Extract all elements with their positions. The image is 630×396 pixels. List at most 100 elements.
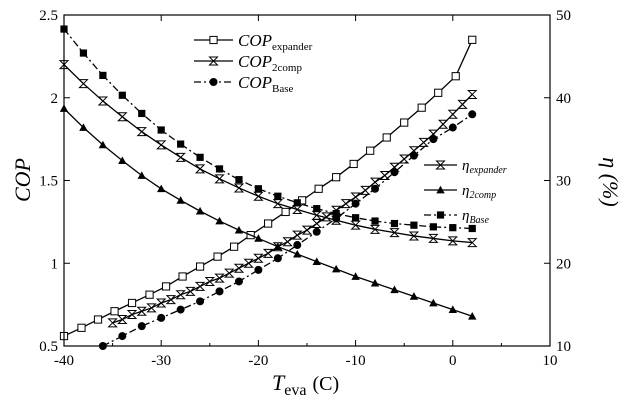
data-point [214,174,225,184]
data-point [410,221,418,229]
data-point [254,265,263,274]
legend-label-cop_base: COPBase [238,73,294,95]
data-point [448,305,457,313]
y-left-tick-label: 1 [51,256,59,272]
data-point [351,272,360,280]
data-point [389,228,400,238]
series-eta_base [60,25,476,233]
legend-right: ηexpander η2comp ηBase [424,158,507,226]
data-point [314,184,323,193]
series-cop_expander [59,35,477,341]
data-point [351,199,360,208]
series-line-eta_base [63,28,473,230]
data-point [408,231,420,241]
data-point [447,109,459,119]
data-point [273,254,282,263]
data-point [468,312,477,320]
data-point [161,282,171,291]
data-point [418,137,429,147]
data-point [254,234,263,242]
x-tick-label: 10 [543,353,558,369]
y-axis-right-title: η (%) [598,157,623,206]
data-point [369,224,381,234]
data-point [360,185,371,195]
data-point [136,306,147,316]
data-point [390,168,399,177]
data-point [215,287,224,296]
data-point [195,262,205,271]
data-point [157,313,166,322]
data-point [292,230,303,240]
data-point [332,210,340,218]
data-point [118,156,127,164]
data-point [235,176,243,184]
data-point [312,257,321,265]
data-point [429,298,438,307]
data-point [58,60,70,70]
series-layer [58,25,478,350]
series-line-eta_expander [63,64,473,244]
data-point [215,165,224,173]
data-point [118,91,126,99]
data-point [157,126,165,134]
data-point [254,185,262,193]
data-point [293,241,302,250]
data-point [137,171,146,179]
data-point [264,219,273,228]
data-point [79,49,88,57]
data-point [448,123,457,132]
data-point [428,233,439,243]
data-point [107,318,118,328]
data-point [97,96,109,106]
legend-marker [209,78,218,86]
y-axis-left-title: COP [10,158,35,202]
data-point [352,214,360,222]
legend-marker [436,211,445,219]
data-point [274,192,282,200]
x-axis-title-sub: eva [284,382,306,396]
data-point [382,133,391,142]
series-line-eta_2comp [63,108,473,317]
data-point [243,258,254,268]
data-point [157,184,166,193]
data-point [340,199,352,209]
y-right-tick-label: 10 [556,339,571,355]
data-point [126,310,138,320]
x-axis-title-unit: (C) [312,373,339,395]
data-point [331,264,341,273]
y-right-tick-label: 30 [556,174,571,190]
data-point [127,298,137,308]
data-point [233,183,245,193]
data-point [371,184,380,193]
data-point [195,206,205,215]
data-point [468,110,477,119]
y-right-tick-label: 20 [556,256,571,272]
data-point [349,159,358,169]
data-point [366,146,375,155]
series-line-cop_base [102,113,473,347]
x-axis-title-main: T [272,370,286,395]
x-tick-label: -40 [54,353,74,369]
x-tick-label: -20 [248,353,268,369]
data-point [273,242,283,251]
data-point [429,135,438,144]
data-point [467,238,478,248]
data-point [409,151,418,160]
data-point [293,199,301,207]
data-point [293,249,302,258]
data-point [400,118,409,127]
data-point [165,295,177,305]
data-point [78,79,89,89]
data-point [449,224,457,232]
legend-label-eta_2comp: η2comp [462,183,496,201]
data-point [409,292,419,300]
legend-label-cop_expander: COPexpander [238,31,313,53]
data-point [196,153,204,161]
legend-marker [209,35,218,45]
data-point [176,196,185,204]
data-point [370,278,380,287]
legend-label-eta_expander: ηexpander [462,158,507,176]
data-point [93,315,103,324]
